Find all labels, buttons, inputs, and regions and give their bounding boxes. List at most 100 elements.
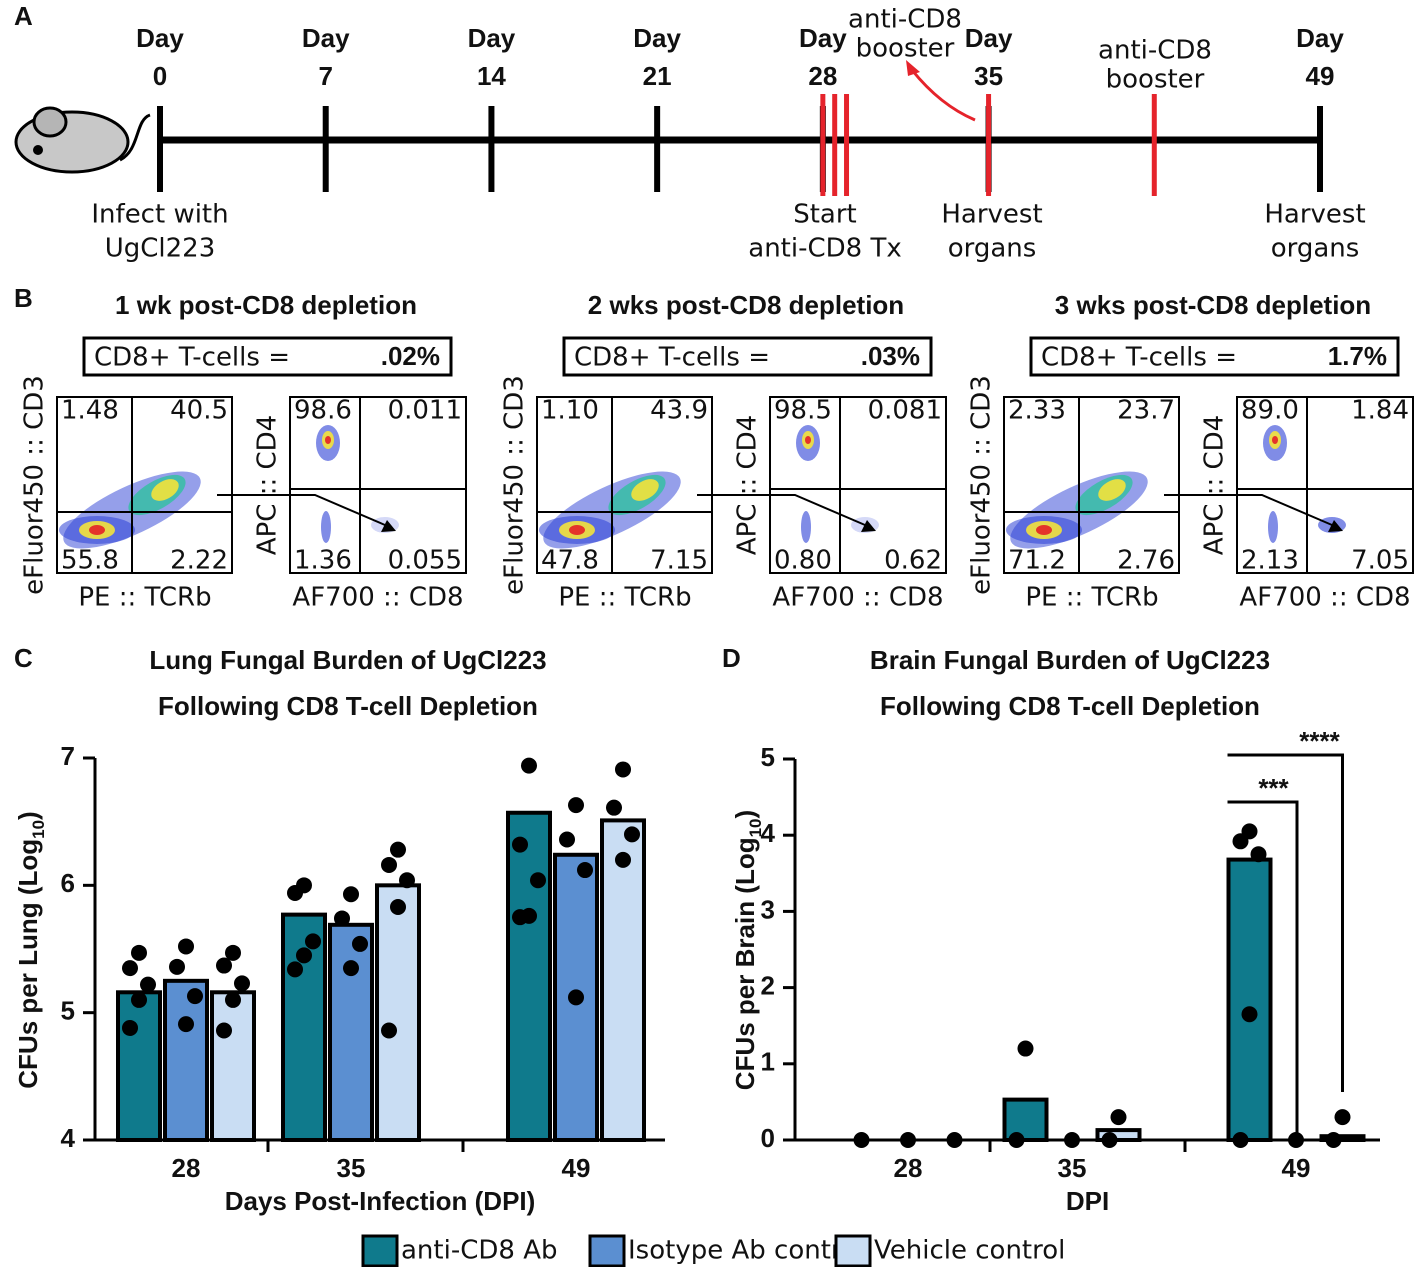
chart-title: Lung Fungal Burden of UgCl223 xyxy=(149,645,546,675)
data-point xyxy=(624,826,640,843)
quadrant-value: 47.8 xyxy=(541,546,599,576)
density-cloud xyxy=(801,511,811,543)
bar xyxy=(600,818,646,1142)
booster-arrow xyxy=(910,69,976,122)
data-point xyxy=(1250,846,1267,863)
data-point xyxy=(615,761,631,778)
event-label: Harvest xyxy=(941,200,1042,230)
quadrant-value: 0.62 xyxy=(884,546,942,576)
data-point xyxy=(1241,1006,1258,1023)
gate-arrow xyxy=(697,494,866,526)
axis-label: AF700 :: CD8 xyxy=(292,583,463,613)
quadrant-value: 2.33 xyxy=(1008,396,1066,426)
axis-label: APC :: CD4 xyxy=(733,415,763,555)
legend-swatch xyxy=(834,1234,872,1267)
data-point xyxy=(343,886,359,903)
gate-arrowhead xyxy=(381,520,396,532)
gate-label: CD8+ T-cells = xyxy=(1041,343,1237,373)
data-point xyxy=(512,836,528,853)
panel-letter: B xyxy=(14,283,33,313)
bar xyxy=(116,990,162,1142)
y-axis-label-part: 10 xyxy=(746,818,765,837)
quadrant-value: 2.13 xyxy=(1241,546,1299,576)
day-number: 28 xyxy=(808,61,837,91)
data-point xyxy=(1110,1109,1127,1126)
gate-arrowhead xyxy=(1328,520,1343,532)
day-word: Day xyxy=(633,23,681,53)
axes xyxy=(93,758,665,1142)
plot-frame xyxy=(536,396,713,574)
data-point xyxy=(131,991,147,1008)
quadrant-value: 7.15 xyxy=(650,546,708,576)
quadrant-value: 98.5 xyxy=(774,396,832,426)
quadrant-value: 89.0 xyxy=(1241,396,1299,426)
legend-swatch xyxy=(361,1234,399,1267)
axis-label: APC :: CD4 xyxy=(1200,415,1230,555)
quadrant-value: 1.48 xyxy=(61,396,119,426)
quadrant-value: 2.22 xyxy=(170,546,228,576)
day-number: 0 xyxy=(153,61,167,91)
y-tick-label: 5 xyxy=(761,742,775,772)
chart-title: Brain Fungal Burden of UgCl223 xyxy=(870,645,1270,675)
panel-letter: A xyxy=(14,1,33,31)
data-point xyxy=(305,933,321,950)
density-cloud xyxy=(1098,479,1126,501)
y-tick-label: 1 xyxy=(761,1047,775,1077)
booster-label: anti-CD8 xyxy=(1098,36,1212,66)
bar xyxy=(328,922,374,1142)
day-word: Day xyxy=(136,23,184,53)
density-cloud xyxy=(151,479,179,501)
axis-label: AF700 :: CD8 xyxy=(772,583,943,613)
axis-label: AF700 :: CD8 xyxy=(1239,583,1410,613)
quadrant-value: 0.80 xyxy=(774,546,832,576)
data-point xyxy=(1232,833,1249,850)
gate-box xyxy=(82,336,453,377)
data-point xyxy=(1017,1040,1034,1057)
gate-percent: .02% xyxy=(381,341,440,371)
quadrant-value: 1.84 xyxy=(1351,396,1409,426)
bar xyxy=(375,883,421,1142)
plot-frame xyxy=(289,396,467,574)
gate-arrow xyxy=(1164,494,1333,526)
significance: *** xyxy=(1258,773,1289,803)
day-word: Day xyxy=(965,23,1013,53)
x-tick-label: 28 xyxy=(894,1153,923,1183)
y-axis-label-part: CFUs per Lung (Log xyxy=(13,839,43,1089)
data-point xyxy=(122,960,138,977)
data-point xyxy=(140,976,156,993)
event-label: anti-CD8 Tx xyxy=(748,234,901,264)
y-axis-label: CFUs per Brain (Log10) xyxy=(730,810,765,1090)
legend-swatch xyxy=(588,1234,626,1267)
legend-label: Isotype Ab control xyxy=(628,1236,864,1266)
gate-label: CD8+ T-cells = xyxy=(574,343,770,373)
bar xyxy=(210,990,256,1142)
y-axis-label-part: ) xyxy=(13,811,43,820)
data-point xyxy=(296,947,312,964)
y-tick-label: 6 xyxy=(61,868,75,898)
gate-label: CD8+ T-cells = xyxy=(94,343,290,373)
quadrant-value: 0.081 xyxy=(868,396,942,426)
day-word: Day xyxy=(1296,23,1344,53)
data-point xyxy=(225,944,241,961)
data-point xyxy=(606,799,622,816)
density-cloud xyxy=(321,511,331,543)
quadrant-value: 0.011 xyxy=(388,396,462,426)
data-point xyxy=(390,898,406,915)
x-tick-label: 49 xyxy=(1282,1153,1311,1183)
y-tick-label: 7 xyxy=(61,741,75,771)
data-point xyxy=(352,935,368,952)
density-cloud xyxy=(1268,511,1278,543)
axis-label: PE :: TCRb xyxy=(558,583,691,613)
quadrant-value: 71.2 xyxy=(1008,546,1066,576)
flow-title: 1 wk post-CD8 depletion xyxy=(115,290,417,320)
plot-frame xyxy=(1236,396,1414,574)
y-tick-label: 4 xyxy=(761,818,776,848)
booster-arrowhead xyxy=(906,60,920,76)
quadrant-value: 1.10 xyxy=(541,396,599,426)
mouse-icon xyxy=(14,106,151,174)
chart-title: Following CD8 T-cell Depletion xyxy=(880,691,1260,721)
y-tick-label: 5 xyxy=(61,996,75,1026)
x-axis-label: DPI xyxy=(1066,1186,1109,1216)
event-label: Start xyxy=(793,200,857,230)
